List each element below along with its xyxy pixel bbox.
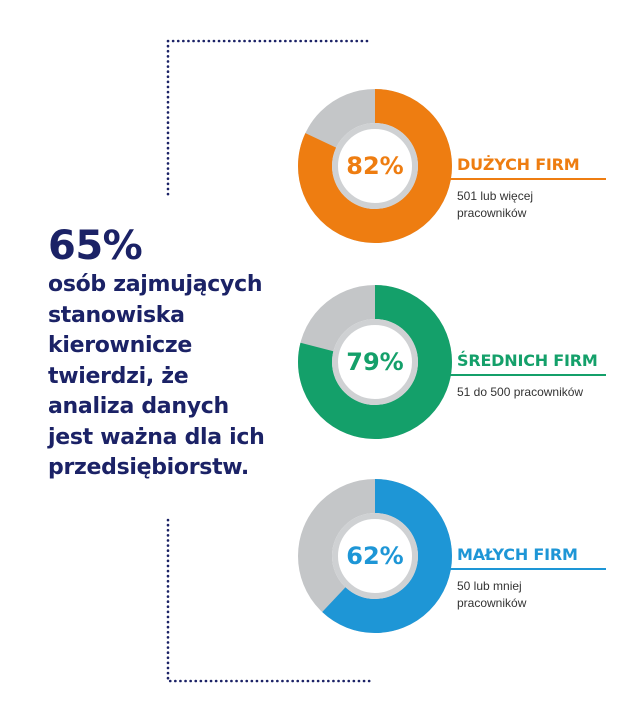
category-label: MAŁYCH FIRM (457, 545, 578, 564)
category-underline (430, 374, 606, 376)
category-description: 501 lub więcej pracowników (457, 189, 534, 220)
donut-percent-label: 62% (346, 542, 403, 570)
category-label: ŚREDNICH FIRM (457, 351, 598, 370)
category-label: DUŻYCH FIRM (457, 155, 580, 174)
donut-block-large: 82% DUŻYCH FIRM 501 lub więcej pracownik… (295, 86, 610, 246)
donut-inner-ring (332, 513, 418, 599)
headline: 65% osób zajmujących stanowiska kierowni… (48, 222, 298, 484)
donut-inner-ring (332, 123, 418, 209)
donut-value-arc (298, 89, 452, 243)
headline-text: osób zajmujących stanowiska kierownicze … (48, 272, 265, 480)
donut-chart-large: 82% (298, 89, 452, 243)
donut-percent-label: 82% (346, 152, 403, 180)
category-description: 50 lub mniej pracowników (457, 579, 527, 610)
donut-chart-small: 62% (298, 479, 452, 633)
donut-percent-label: 79% (346, 348, 403, 376)
donut-chart-medium: 79% (298, 285, 452, 439)
donut-value-arc (298, 285, 452, 439)
donut-inner-ring (332, 319, 418, 405)
donut-value-arc (298, 479, 452, 633)
headline-percent: 65% (48, 223, 143, 269)
category-underline (430, 178, 606, 180)
category-underline (430, 568, 606, 570)
donut-block-medium: 79% ŚREDNICH FIRM 51 do 500 pracowników (295, 282, 610, 442)
category-description: 51 do 500 pracowników (457, 385, 584, 399)
donut-block-small: 62% MAŁYCH FIRM 50 lub mniej pracowników (295, 476, 610, 636)
